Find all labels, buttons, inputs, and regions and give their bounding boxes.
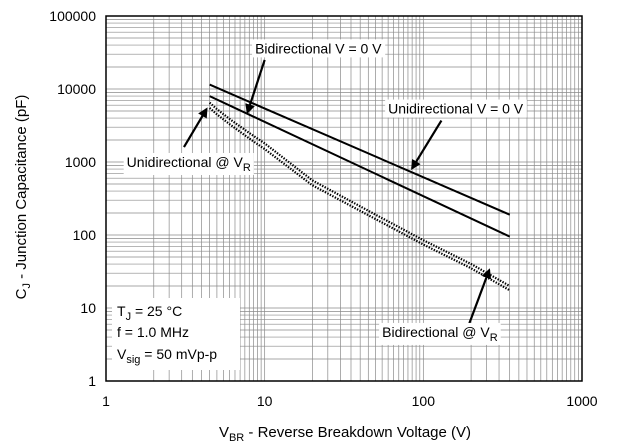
annotation-arrow-2 xyxy=(411,119,443,170)
condition-vsig: Vsig = 50 mVp-p xyxy=(117,346,217,366)
y-tick-label: 1000 xyxy=(65,154,96,170)
series-line-1 xyxy=(209,83,511,216)
annotation-arrow-1 xyxy=(245,59,266,115)
annotation-background xyxy=(123,153,254,175)
series-line-2 xyxy=(209,95,511,238)
annotation-arrow-4 xyxy=(466,268,492,329)
plot-frame xyxy=(105,15,583,382)
condition-tj: TJ = 25 °C xyxy=(117,303,182,323)
conditions-box: TJ = 25 °C f = 1.0 MHz Vsig = 50 mVp-p xyxy=(112,298,240,370)
x-tick-label: 1000 xyxy=(566,393,597,409)
annotation-arrow-3 xyxy=(183,107,208,148)
series-line-4 xyxy=(208,107,511,292)
y-axis-title: CJ - Junction Capacitance (pF) xyxy=(13,95,33,300)
y-tick-label: 10 xyxy=(80,300,96,316)
annotation-label-1: Bidirectional V = 0 V xyxy=(255,40,382,56)
x-tick-label: 10 xyxy=(257,393,273,409)
grid xyxy=(106,16,582,381)
annotation-label-4: Bidirectional @ VR xyxy=(382,324,498,344)
annotations: Bidirectional V = 0 V Unidirectional V = … xyxy=(123,39,527,345)
y-tick-label: 100 xyxy=(73,227,97,243)
annotation-label-3: Unidirectional @ VR xyxy=(127,154,251,174)
x-tick-label: 1 xyxy=(102,393,110,409)
x-tick-label: 100 xyxy=(412,393,436,409)
tick-labels: 1 10 100 1000 1 10 100 1000 10000 100000 xyxy=(49,8,597,409)
annotation-background xyxy=(252,39,386,58)
annotation-background xyxy=(385,99,527,118)
annotation-label-2: Unidirectional V = 0 V xyxy=(388,101,524,117)
annotation-background xyxy=(379,322,501,345)
series-layer xyxy=(208,83,511,292)
x-axis-title: VBR - Reverse Breakdown Voltage (V) xyxy=(219,424,471,444)
y-tick-label: 1 xyxy=(88,373,96,389)
condition-freq: f = 1.0 MHz xyxy=(117,324,189,340)
conditions-background xyxy=(112,298,240,370)
y-tick-label: 100000 xyxy=(49,8,96,24)
series-line-3 xyxy=(208,101,511,287)
y-tick-label: 10000 xyxy=(57,81,96,97)
